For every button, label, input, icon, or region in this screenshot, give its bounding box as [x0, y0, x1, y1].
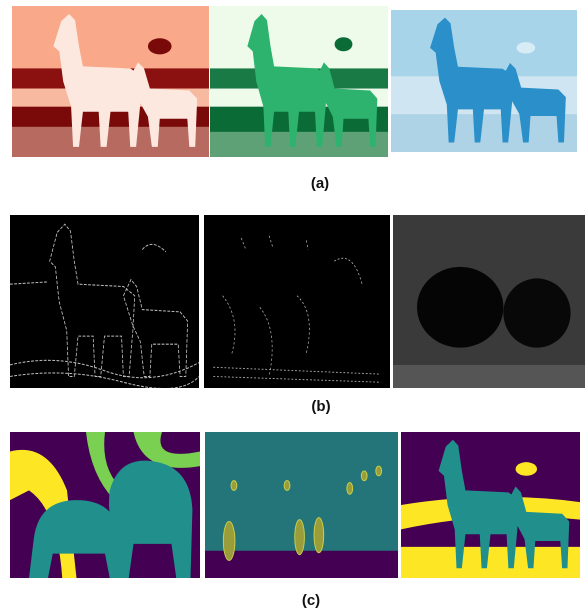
image-a1 — [12, 6, 209, 157]
panel-label: (c) — [302, 592, 320, 609]
image-shape — [516, 462, 537, 476]
panel-label: (b) — [311, 398, 330, 415]
image-shape — [393, 365, 585, 388]
image-a3 — [391, 10, 577, 152]
image-shape — [376, 466, 382, 476]
image-shape — [361, 471, 367, 481]
image-shape — [223, 522, 235, 561]
panel-label: (a) — [311, 175, 329, 192]
image-c3 — [401, 432, 580, 578]
image-shape — [503, 278, 570, 347]
image-shape — [391, 114, 577, 152]
image-shape — [335, 37, 353, 51]
image-c1 — [10, 432, 200, 578]
image-shape — [347, 483, 353, 495]
figure: (a) (b) (c) — [0, 0, 585, 613]
image-b3 — [393, 215, 585, 388]
image-shape — [231, 481, 237, 491]
image-a2 — [210, 6, 388, 157]
image-shape — [314, 518, 324, 553]
image-shape — [204, 215, 390, 388]
image-shape — [417, 267, 503, 348]
image-c2 — [205, 432, 398, 578]
image-shape — [148, 38, 172, 54]
image-shape — [401, 547, 580, 578]
image-shape — [295, 520, 305, 555]
image-b2 — [204, 215, 390, 388]
image-shape — [517, 42, 536, 53]
image-shape — [210, 132, 388, 157]
image-shape — [205, 551, 398, 578]
image-shape — [12, 127, 209, 157]
image-b1 — [10, 215, 199, 388]
image-shape — [10, 215, 199, 388]
image-shape — [284, 481, 290, 491]
